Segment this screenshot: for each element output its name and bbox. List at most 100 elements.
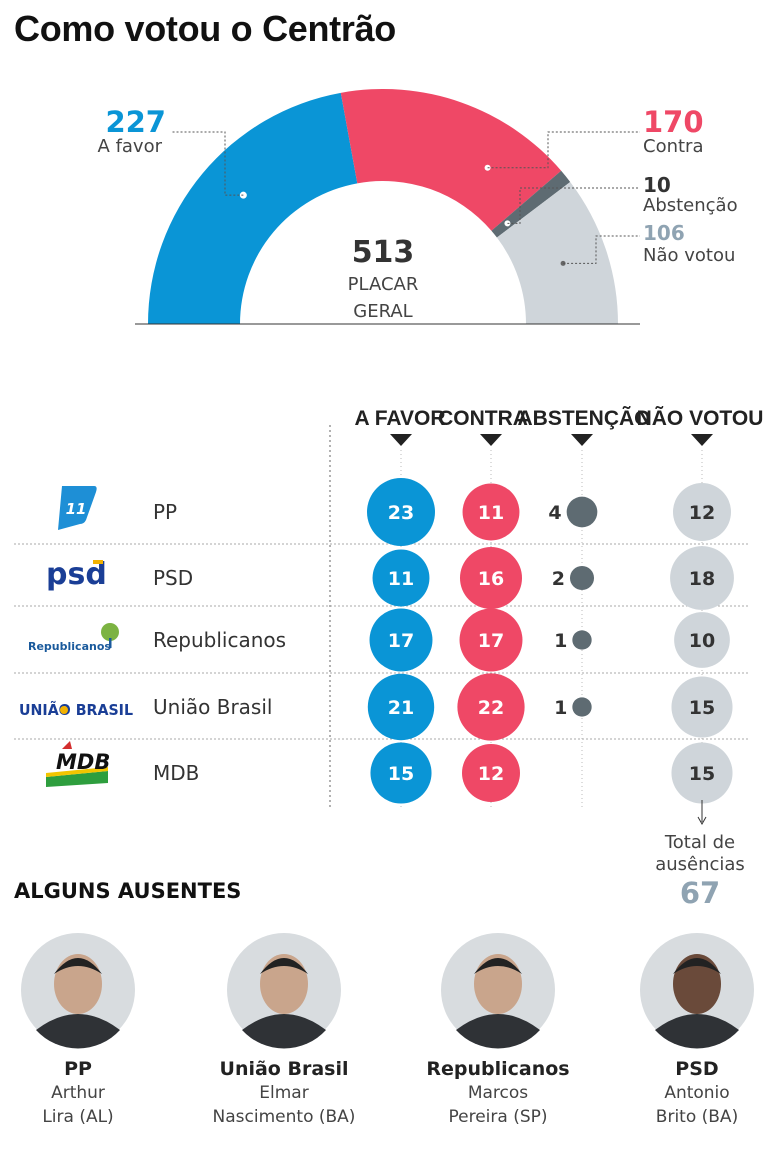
party-name: Republicanos	[153, 628, 286, 652]
nao-votou-label: Não votou	[643, 245, 735, 266]
bubble-nao_votou	[671, 676, 733, 738]
value-abstencao: 2	[552, 568, 565, 590]
value-nao_votou: 12	[689, 502, 715, 524]
bubble-favor	[372, 549, 430, 607]
value-abstencao: 1	[554, 630, 567, 652]
mdb-logo-green	[46, 771, 108, 787]
party-logo: 11	[58, 486, 97, 530]
absent-name-2: Nascimento (BA)	[213, 1107, 356, 1127]
mdb-logo-text: MDB	[56, 750, 110, 774]
rep-logo-text: Republicanos	[28, 640, 111, 653]
column-header-favor: A FAVOR	[354, 407, 445, 430]
absent-person: PSD Antonio Brito (BA)	[640, 933, 754, 1127]
column-arrow-icon	[691, 434, 713, 446]
slice-favor	[148, 92, 358, 324]
bubble-nao_votou	[671, 742, 733, 804]
abstencao-value: 10	[643, 173, 671, 197]
party-name: União Brasil	[153, 695, 272, 719]
absent-person: Republicanos Marcos Pereira (SP)	[426, 933, 570, 1127]
absent-name-1: Marcos	[468, 1083, 528, 1103]
total-value: 513	[352, 235, 415, 270]
contra-label: Contra	[643, 136, 703, 157]
value-nao_votou: 15	[689, 763, 715, 785]
column-arrow-icon	[390, 434, 412, 446]
page-title: Como votou o Centrão	[14, 8, 396, 49]
bubble-nao_votou	[674, 612, 730, 668]
absent-name-2: Brito (BA)	[656, 1107, 738, 1127]
bubble-nao_votou	[672, 482, 732, 542]
portrait-suit	[242, 1014, 326, 1049]
bubble-contra	[457, 673, 525, 741]
total-ausencias-label-2: ausências	[655, 854, 745, 875]
value-nao_votou: 18	[689, 568, 715, 590]
slice-contra	[340, 89, 562, 231]
bubble-favor	[367, 478, 435, 546]
value-favor: 23	[388, 502, 414, 524]
portrait-hair	[260, 958, 308, 974]
bubble-abstencao	[572, 697, 592, 717]
column-header-nao_votou: NÃO VOTOU	[637, 407, 764, 430]
mdb-logo-yellow	[46, 767, 108, 777]
value-favor: 11	[388, 568, 414, 590]
absent-person: União Brasil Elmar Nascimento (BA)	[213, 933, 356, 1127]
favor-label: A favor	[98, 136, 163, 157]
total-label-2: GERAL	[353, 301, 412, 322]
total-ausencias-label-1: Total de	[664, 832, 735, 853]
value-abstencao: 4	[548, 502, 561, 524]
value-contra: 12	[478, 763, 504, 785]
value-contra: 22	[478, 697, 504, 719]
bubble-contra	[459, 608, 523, 672]
portrait-face-icon	[673, 954, 721, 1014]
bubble-contra	[459, 546, 523, 610]
absent-person: PP Arthur Lira (AL)	[21, 933, 135, 1127]
portrait-suit	[36, 1014, 120, 1049]
bubble-nao_votou	[670, 546, 734, 610]
favor-value: 227	[105, 105, 166, 139]
bubble-favor	[367, 673, 435, 741]
bubble-favor	[370, 742, 432, 804]
column-arrow-icon	[480, 434, 502, 446]
party-logo: Republicanos	[28, 623, 119, 653]
column-header-abstencao: ABSTENÇÃO	[517, 407, 650, 430]
bubble-abstencao	[566, 496, 598, 528]
absent-name-1: Antonio	[664, 1083, 729, 1103]
uniao-logo-dot	[60, 706, 68, 714]
absent-party: PP	[64, 1058, 92, 1080]
value-nao_votou: 15	[689, 697, 715, 719]
absent-party: Republicanos	[426, 1058, 569, 1080]
party-name: PSD	[153, 566, 193, 590]
value-favor: 17	[388, 630, 414, 652]
value-contra: 16	[478, 568, 504, 590]
mdb-logo-flame-icon	[62, 741, 72, 749]
portrait-suit	[456, 1014, 540, 1049]
absent-party: PSD	[675, 1058, 718, 1080]
column-header-contra: CONTRA	[438, 407, 528, 430]
absent-name-1: Elmar	[259, 1083, 308, 1103]
portrait-suit	[655, 1014, 739, 1049]
portrait-face-icon	[474, 954, 522, 1014]
uniao-logo-text: UNIÃO BRASIL	[19, 700, 133, 719]
party-logo: MDB	[46, 741, 110, 787]
portrait-face-icon	[54, 954, 102, 1014]
slice-abstencao	[491, 170, 571, 238]
value-abstencao: 1	[554, 697, 567, 719]
portrait-hair	[54, 958, 102, 974]
pp-logo-text: 11	[66, 500, 87, 518]
portrait-face-icon	[260, 954, 308, 1014]
bubble-abstencao	[569, 565, 595, 591]
pp-logo-shape	[58, 486, 97, 530]
bubble-favor	[369, 608, 433, 672]
favor-leader	[172, 131, 244, 196]
total-label-1: PLACAR	[348, 274, 419, 295]
ausentes-title: ALGUNS AUSENTES	[14, 879, 241, 903]
value-nao_votou: 10	[689, 630, 715, 652]
abstencao-label: Abstenção	[643, 195, 738, 216]
bubble-contra	[462, 483, 520, 541]
portrait-hair	[474, 958, 522, 974]
party-logo: psd	[46, 557, 107, 592]
rep-logo-tree-icon	[101, 623, 119, 641]
contra-value: 170	[643, 105, 704, 139]
absent-name-2: Pereira (SP)	[448, 1107, 547, 1127]
column-arrow-icon	[571, 434, 593, 446]
